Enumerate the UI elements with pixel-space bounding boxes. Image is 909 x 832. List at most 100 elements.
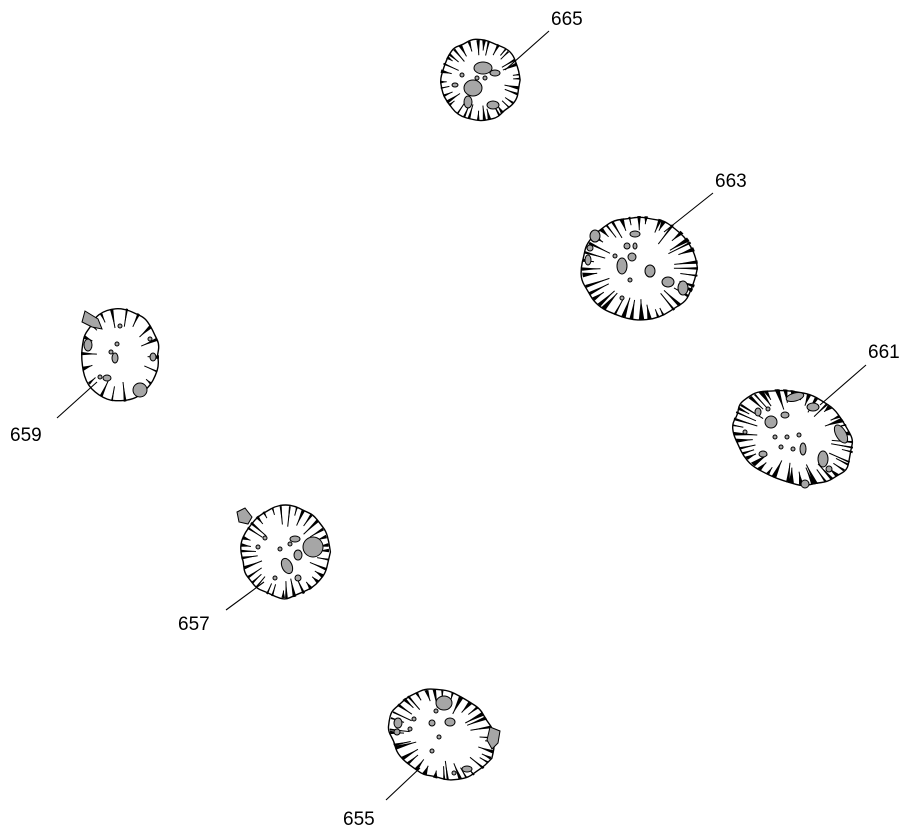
crack-line xyxy=(453,49,465,62)
inclusion xyxy=(147,336,153,342)
crack-line xyxy=(659,307,665,316)
crack-line xyxy=(824,419,843,427)
crack-line xyxy=(415,692,422,701)
crack-line xyxy=(111,386,115,402)
crack-line xyxy=(122,381,126,402)
inclusion xyxy=(461,765,473,773)
inclusion xyxy=(97,374,103,380)
crack-line xyxy=(593,291,605,300)
inclusion xyxy=(451,770,457,776)
particle-655: 655 xyxy=(343,688,501,830)
crack-line xyxy=(424,765,429,775)
inclusion xyxy=(784,434,790,440)
crack-line xyxy=(440,70,452,75)
crack-line xyxy=(403,698,414,709)
crack-line xyxy=(407,754,419,764)
crack-line xyxy=(787,462,791,483)
crack-line xyxy=(746,453,757,459)
crack-line xyxy=(250,522,267,537)
inclusion xyxy=(586,244,594,252)
ref-numeral: 663 xyxy=(715,171,747,192)
crack-line xyxy=(309,561,326,570)
crack-line xyxy=(501,100,510,108)
crack-line xyxy=(758,462,767,470)
inclusion xyxy=(754,407,762,417)
inclusion xyxy=(433,708,439,714)
inclusion xyxy=(280,557,294,575)
inclusions xyxy=(393,695,501,776)
crack-line xyxy=(466,717,487,726)
inclusion xyxy=(612,253,618,259)
inclusions xyxy=(584,229,689,301)
inclusion xyxy=(677,280,689,296)
crack-line xyxy=(457,102,466,114)
crack-line xyxy=(82,364,93,370)
crack-line xyxy=(393,741,411,746)
ref-numeral: 659 xyxy=(10,425,42,446)
particle-outline xyxy=(440,38,521,122)
crack-line xyxy=(481,753,491,759)
crack-line xyxy=(256,576,266,588)
inclusions xyxy=(451,61,501,110)
crack-line xyxy=(272,507,275,516)
crack-line xyxy=(311,576,319,583)
inclusion xyxy=(778,444,784,450)
crack-line xyxy=(303,514,312,527)
inclusion xyxy=(623,242,631,250)
inclusion xyxy=(584,254,592,266)
crack-line xyxy=(671,231,683,242)
inclusion xyxy=(833,424,849,444)
crack-line xyxy=(446,56,453,62)
inclusion xyxy=(108,349,114,355)
crack-line xyxy=(271,584,277,597)
crack-line xyxy=(674,261,698,265)
crack-line xyxy=(266,583,273,595)
crack-line xyxy=(287,506,291,527)
inclusion xyxy=(277,546,283,552)
crack-line xyxy=(444,760,449,781)
crack-line xyxy=(492,44,500,56)
crack-line xyxy=(482,40,485,51)
inclusion xyxy=(806,402,820,412)
crack-line xyxy=(512,74,520,76)
inclusion xyxy=(473,61,493,75)
leader-line xyxy=(56,381,98,419)
inclusion xyxy=(486,726,501,750)
crack-line xyxy=(654,309,659,318)
inclusion xyxy=(302,536,324,558)
inclusion xyxy=(800,479,810,489)
radial-cracks xyxy=(581,215,699,321)
crack-line xyxy=(485,40,490,56)
crack-line xyxy=(830,415,840,421)
crack-line xyxy=(646,304,651,320)
crack-line xyxy=(139,326,152,338)
inclusion xyxy=(758,450,768,458)
crack-line xyxy=(805,467,814,485)
crack-line xyxy=(468,707,478,715)
leader-line xyxy=(819,364,867,406)
crack-line xyxy=(392,711,412,722)
crack-line xyxy=(658,220,665,231)
inclusion xyxy=(619,295,625,301)
crack-line xyxy=(588,242,611,254)
crack-line xyxy=(477,39,480,56)
crack-line xyxy=(241,555,258,559)
crack-line xyxy=(628,216,632,226)
crack-line xyxy=(100,379,109,397)
crack-line xyxy=(823,406,831,413)
crack-line xyxy=(141,339,157,347)
crack-line xyxy=(831,443,853,449)
crack-line xyxy=(452,696,462,715)
inclusion xyxy=(489,69,501,77)
crack-line xyxy=(805,464,817,485)
inclusion xyxy=(149,352,157,362)
crack-line xyxy=(773,460,783,478)
crack-line xyxy=(145,378,152,385)
crack-line xyxy=(256,516,264,525)
crack-line xyxy=(504,88,518,95)
crack-line xyxy=(804,394,810,406)
crack-line xyxy=(612,221,623,239)
inclusion xyxy=(629,230,641,238)
crack-line xyxy=(468,104,474,119)
crack-line xyxy=(482,105,485,120)
